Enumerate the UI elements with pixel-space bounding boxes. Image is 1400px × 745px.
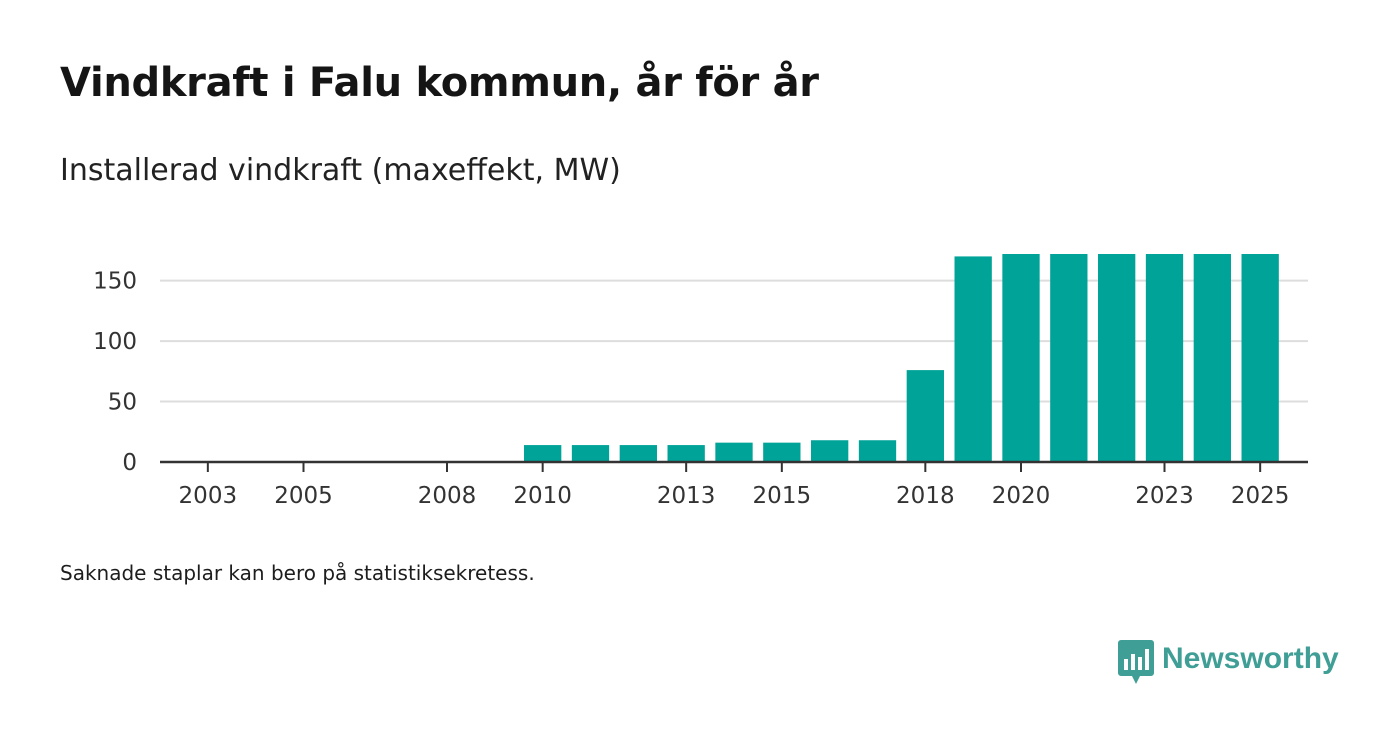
bar-2017 — [858, 440, 897, 462]
chart-subtitle: Installerad vindkraft (maxeffekt, MW) — [60, 153, 621, 188]
bar-2015 — [763, 442, 801, 462]
y-tick-label-50: 50 — [108, 390, 137, 416]
bar-2023 — [1145, 254, 1184, 462]
bar-2019 — [954, 256, 992, 462]
x-tick-label-2003: 2003 — [179, 483, 238, 509]
chart-title: Vindkraft i Falu kommun, år för år — [60, 60, 819, 106]
x-tick-label-2013: 2013 — [657, 483, 716, 509]
x-tick-label-2023: 2023 — [1135, 483, 1194, 509]
x-tick-label-2018: 2018 — [896, 483, 955, 509]
x-tick-label-2008: 2008 — [418, 483, 477, 509]
brand-name: Newsworthy — [1162, 642, 1339, 675]
bar-2012 — [619, 445, 657, 462]
x-tick-label-2025: 2025 — [1231, 483, 1290, 509]
bar-2014 — [715, 442, 753, 462]
bar-2022 — [1098, 254, 1136, 462]
bar-chart: 0 50 100 150 2003 2005 2008 2010 2013 2015 2018 202… — [93, 254, 1308, 509]
gridlines — [160, 279, 1308, 403]
bar-2020 — [1002, 254, 1040, 462]
x-tick-label-2015: 2015 — [753, 483, 812, 509]
x-axis — [160, 460, 1308, 472]
bars — [524, 254, 1279, 462]
y-tick-label-150: 150 — [93, 269, 137, 295]
x-tick-label-2010: 2010 — [513, 483, 572, 509]
bar-2018 — [906, 370, 944, 462]
bar-2024 — [1193, 254, 1231, 462]
y-tick-label-100: 100 — [93, 329, 137, 355]
bar-chart-speech-bubble-icon — [1118, 640, 1154, 684]
footnote: Saknade staplar kan bero på statistiksek… — [60, 561, 535, 585]
y-tick-label-0: 0 — [122, 450, 137, 476]
tick-labels: 0 50 100 150 2003 2005 2008 2010 2013 2015 2018 202… — [93, 269, 1289, 509]
x-tick-label-2005: 2005 — [274, 483, 333, 509]
bar-2013 — [667, 445, 705, 462]
bar-2010 — [524, 445, 562, 462]
bar-2025 — [1241, 254, 1279, 462]
bar-2011 — [571, 445, 610, 462]
bar-2021 — [1050, 254, 1088, 462]
newsworthy-logo[interactable]: Newsworthy — [1118, 640, 1339, 686]
bar-2016 — [811, 440, 849, 462]
x-tick-label-2020: 2020 — [992, 483, 1051, 509]
